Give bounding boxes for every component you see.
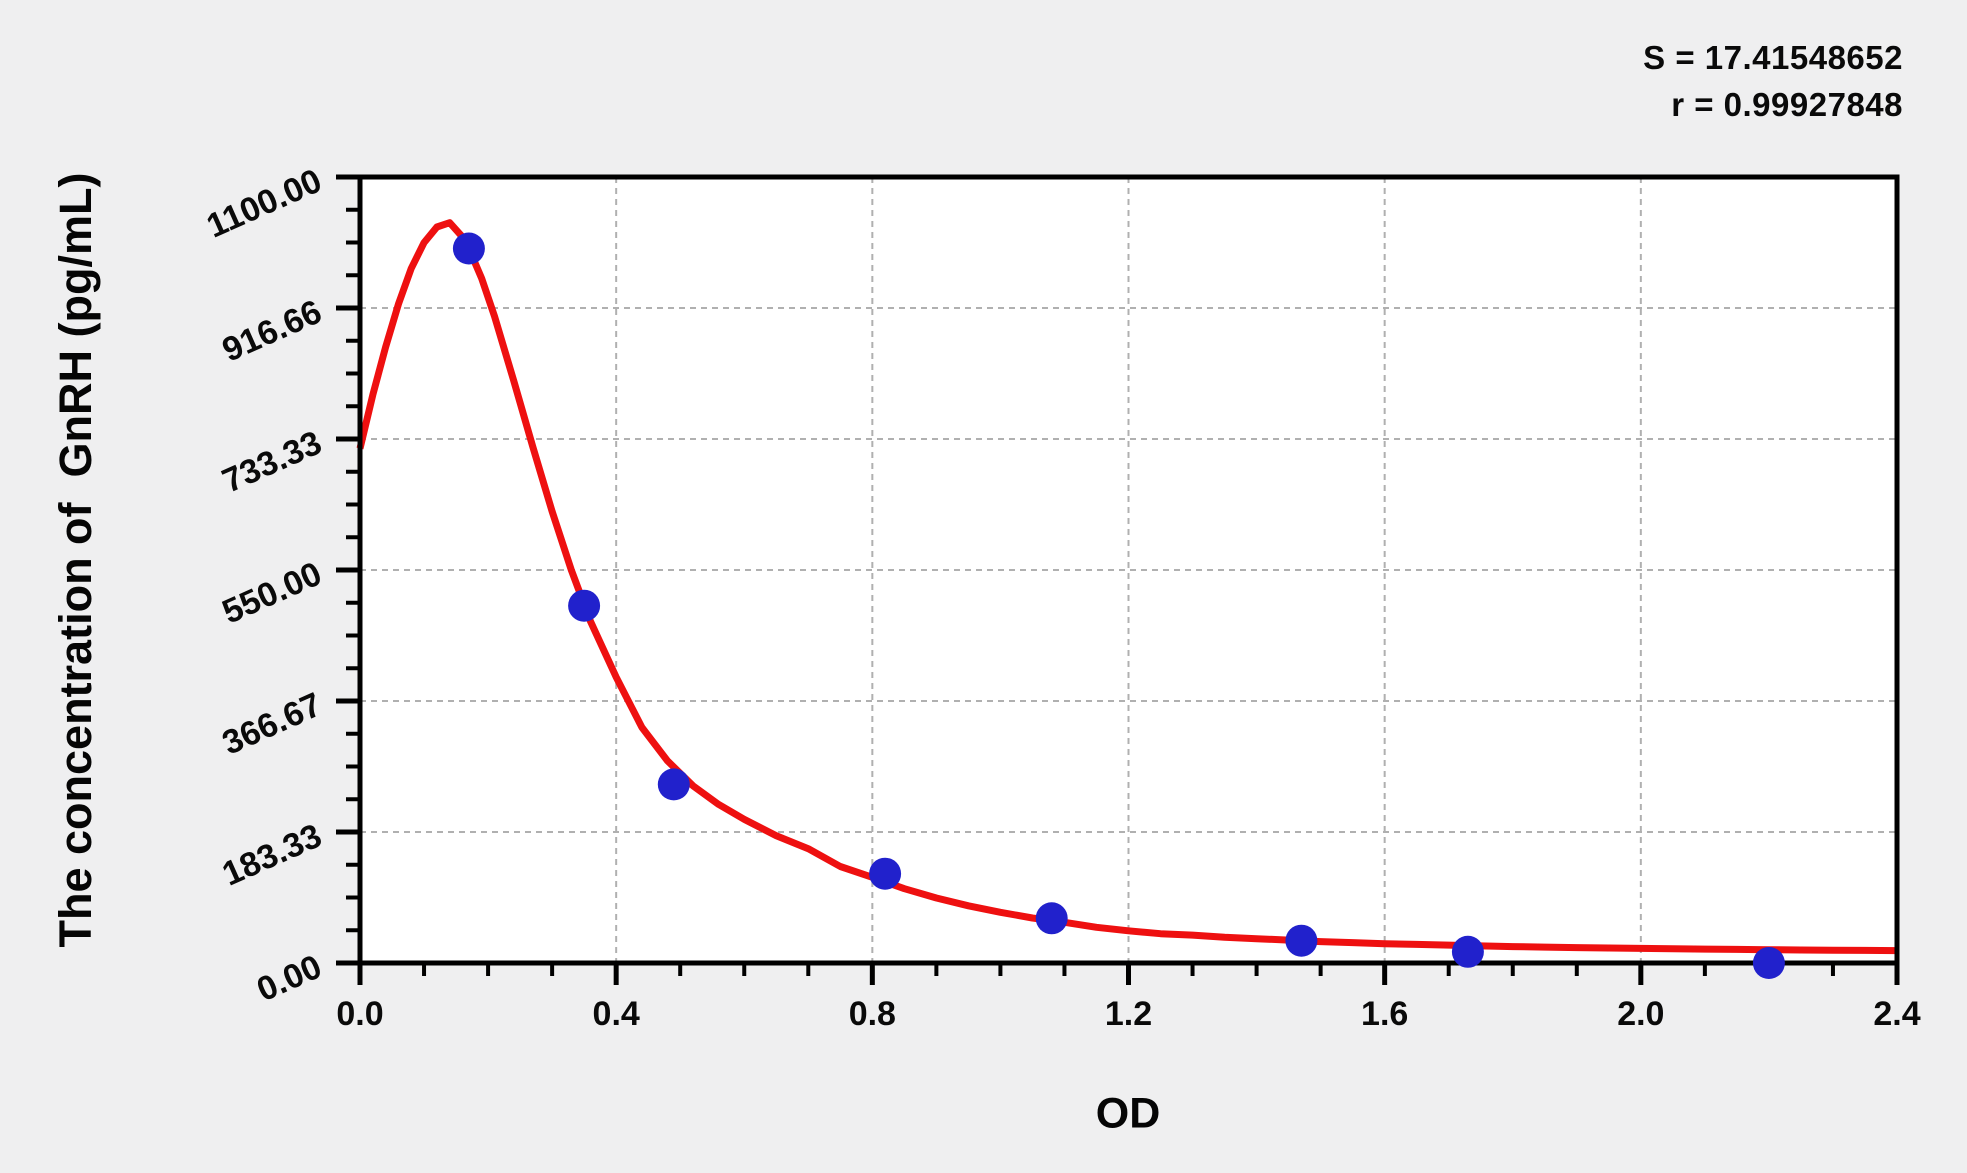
y-tick-label: 733.33 <box>217 424 327 501</box>
y-tick-label: 550.00 <box>217 555 327 632</box>
x-tick-label: 0.8 <box>849 995 896 1033</box>
x-tick-label: 0.0 <box>336 995 383 1033</box>
y-tick-label: 1100.00 <box>201 162 327 246</box>
y-tick-label: 183.33 <box>217 817 327 894</box>
data-point <box>568 589 601 622</box>
x-tick-label: 0.4 <box>593 995 640 1033</box>
data-point <box>1752 947 1785 979</box>
data-point <box>452 232 485 265</box>
data-point <box>869 857 902 890</box>
plot-area <box>360 177 1897 963</box>
y-tick-label: 366.67 <box>217 686 327 763</box>
data-point <box>1285 924 1318 957</box>
y-tick-label: 0.00 <box>251 948 327 1010</box>
x-tick-label: 2.0 <box>1617 995 1664 1033</box>
x-tick-label: 1.2 <box>1105 995 1152 1033</box>
y-axis-title: The concentration of GnRH (pg/mL) <box>50 172 101 948</box>
data-point <box>657 768 690 801</box>
data-point <box>1451 935 1484 968</box>
fit-curve <box>356 219 1898 955</box>
data-point <box>1035 902 1068 935</box>
x-axis-title: OD <box>1095 1089 1161 1138</box>
s-value-text: S = 17.41548652 <box>1643 39 1903 76</box>
r-value-text: r = 0.99927848 <box>1671 86 1903 123</box>
x-tick-label: 2.4 <box>1873 995 1920 1033</box>
fit-statistics: S = 17.41548652 r = 0.99927848 <box>1643 34 1903 128</box>
x-tick-label: 1.6 <box>1361 995 1408 1033</box>
y-tick-label: 916.66 <box>217 293 327 370</box>
